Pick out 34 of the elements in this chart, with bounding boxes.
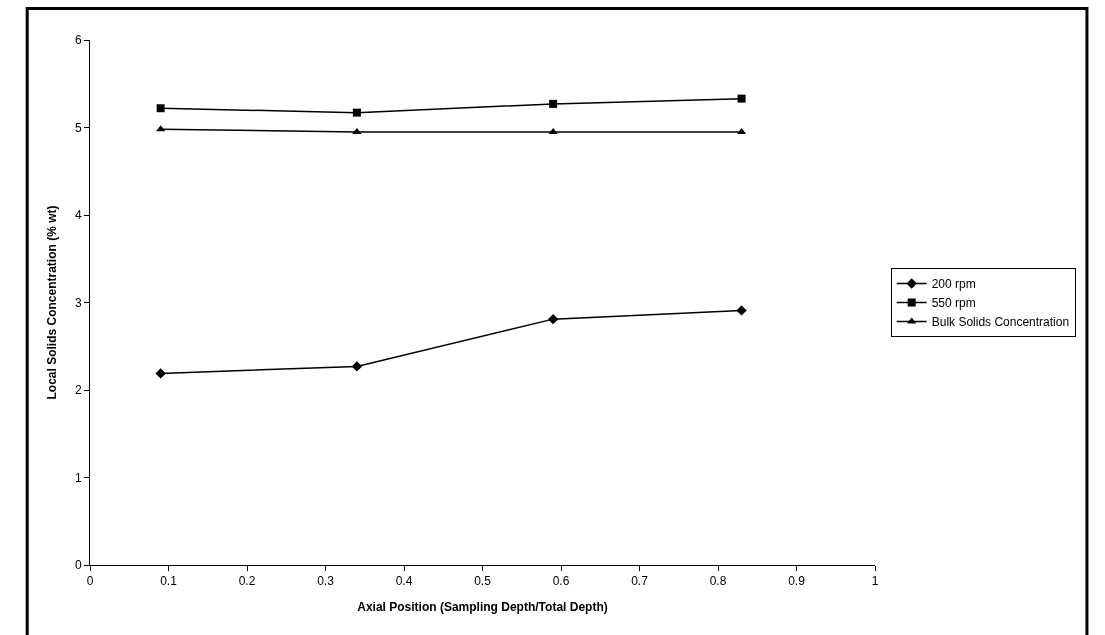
point	[156, 104, 165, 113]
x-tick-label: 0.4	[395, 574, 413, 589]
x-axis-title: Axial Position (Sampling Depth/Total Depth)	[357, 600, 608, 615]
point	[549, 99, 558, 108]
y-tick-label: 4	[74, 208, 82, 223]
x-tick-label: 0	[86, 574, 94, 589]
point	[737, 94, 746, 103]
x-tick-label: 1	[871, 574, 879, 589]
point	[548, 127, 558, 134]
point	[547, 313, 559, 325]
point	[155, 368, 166, 379]
legend-label: 200 rpm	[931, 277, 976, 292]
x-tick-label: 0.1	[160, 574, 178, 589]
x-tick-label: 0.9	[788, 574, 806, 589]
y-tick-label: 6	[74, 33, 82, 48]
point	[156, 125, 166, 132]
y-tick-label: 2	[74, 383, 82, 398]
x-tick-label: 0.8	[709, 574, 727, 589]
x-tick-label: 0.2	[238, 574, 256, 589]
y-tick-label: 3	[74, 295, 82, 310]
legend-label: 550 rpm	[931, 296, 976, 311]
y-tick-label: 5	[74, 120, 82, 135]
point	[351, 361, 363, 372]
x-tick-label: 0.5	[474, 574, 492, 589]
legend-label: Bulk Solids Concentration	[931, 315, 1070, 330]
x-tick-label: 0.7	[631, 574, 649, 589]
x-tick-label: 0.6	[552, 574, 570, 589]
point	[352, 127, 362, 134]
x-tick-label: 0.3	[317, 574, 335, 589]
y-tick-label: 0	[74, 558, 82, 573]
point	[736, 305, 747, 316]
point	[352, 108, 361, 117]
y-tick-label: 1	[74, 470, 82, 485]
y-axis-title: Local Solids Concentration (% wt)	[45, 205, 60, 400]
